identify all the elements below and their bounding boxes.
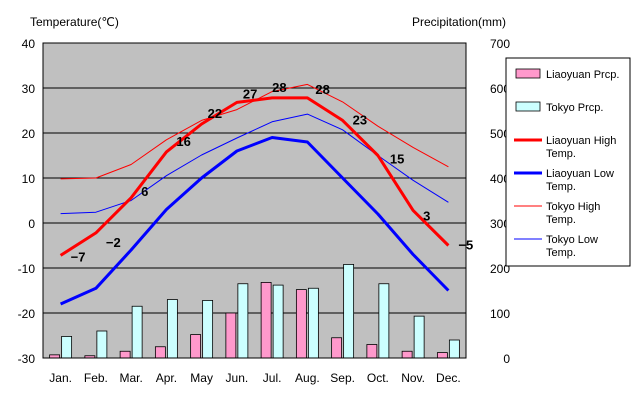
temp-data-label: −2 [106, 235, 121, 250]
precip-bar [436, 352, 448, 359]
plot-frame [42, 42, 467, 359]
legend-label: Liaoyuan Prcp. [546, 69, 619, 81]
precip-tick-label: 400 [490, 172, 510, 186]
precip-bar [366, 344, 378, 359]
precip-bar [154, 346, 166, 359]
precip-bar [413, 315, 425, 359]
month-tick-label: Jul. [263, 371, 282, 385]
month-tick-label: Mar. [119, 371, 142, 385]
precip-bar [343, 263, 355, 359]
plot-area: 403020100-10-20-307006005004003002001000… [18, 37, 511, 385]
temp-tick-label: -20 [18, 307, 36, 321]
precip-bar [202, 299, 214, 359]
right-axis-title: Precipitation(mm) [412, 15, 506, 29]
temp-data-label: 6 [141, 184, 148, 199]
temp-tick-label: -10 [18, 262, 36, 276]
temp-data-label: 28 [272, 80, 286, 95]
precip-tick-label: 100 [490, 307, 510, 321]
precip-bar [295, 289, 307, 359]
month-tick-label: Nov. [401, 371, 425, 385]
legend-swatch [515, 101, 541, 112]
precip-bar [225, 312, 237, 359]
temp-series-line [59, 96, 450, 257]
month-tick-label: Dec. [436, 371, 461, 385]
precip-tick-label: 300 [490, 217, 510, 231]
precip-bar [331, 337, 343, 359]
legend-label: Tokyo Prcp. [546, 102, 603, 114]
temp-data-label: 3 [423, 208, 430, 223]
month-tick-label: Jan. [49, 371, 72, 385]
precip-bar [166, 299, 178, 359]
precip-tick-label: 500 [490, 127, 510, 141]
temp-tick-label: -30 [18, 352, 36, 366]
precip-bar [260, 281, 272, 359]
temp-data-label: −7 [71, 249, 86, 264]
precip-bar [448, 339, 460, 359]
temp-data-label: 23 [353, 112, 367, 127]
temp-data-label: 15 [390, 152, 404, 167]
month-tick-label: May [190, 371, 213, 385]
temp-tick-label: 40 [22, 37, 36, 51]
temp-data-label: 27 [243, 86, 257, 101]
legend-label: Liaoyuan High Temp. [546, 135, 616, 160]
month-tick-label: Apr. [156, 371, 177, 385]
precip-bar [119, 350, 131, 359]
precip-bar [96, 330, 108, 359]
plot-background [43, 43, 466, 358]
month-tick-label: Feb. [84, 371, 108, 385]
temp-series-line [59, 136, 450, 306]
precip-bar [378, 283, 390, 359]
left-axis-title: Temperature(℃) [30, 15, 119, 29]
month-tick-label: Aug. [295, 371, 320, 385]
legend-frame [505, 57, 631, 267]
precip-bar [131, 305, 143, 359]
temp-data-label: 16 [176, 134, 190, 149]
temp-tick-label: 10 [22, 172, 36, 186]
precip-bar [190, 334, 202, 359]
legend-label: Tokyo High Temp. [546, 201, 600, 226]
precip-bar [61, 335, 73, 359]
precip-tick-label: 600 [490, 82, 510, 96]
legend-swatch [515, 68, 541, 79]
temp-tick-label: 20 [22, 127, 36, 141]
temp-data-label: 22 [208, 106, 222, 121]
legend-label: Liaoyuan Low Temp. [546, 168, 614, 193]
month-tick-label: Oct. [367, 371, 389, 385]
temp-tick-label: 0 [28, 217, 35, 231]
precip-tick-label: 700 [490, 37, 510, 51]
precip-tick-label: 200 [490, 262, 510, 276]
precip-bar [401, 350, 413, 359]
precip-bar [307, 287, 319, 359]
legend: Liaoyuan Prcp. Tokyo Prcp. Liaoyuan High Te… [505, 57, 631, 267]
temp-tick-label: 30 [22, 82, 36, 96]
legend-label: Tokyo Low Temp. [546, 234, 598, 259]
precip-bar [272, 284, 284, 359]
month-tick-label: Sep. [330, 371, 355, 385]
precip-tick-label: 0 [503, 352, 510, 366]
month-tick-label: Jun. [226, 371, 249, 385]
temp-data-label: 28 [315, 82, 329, 97]
precip-bar [237, 283, 249, 359]
